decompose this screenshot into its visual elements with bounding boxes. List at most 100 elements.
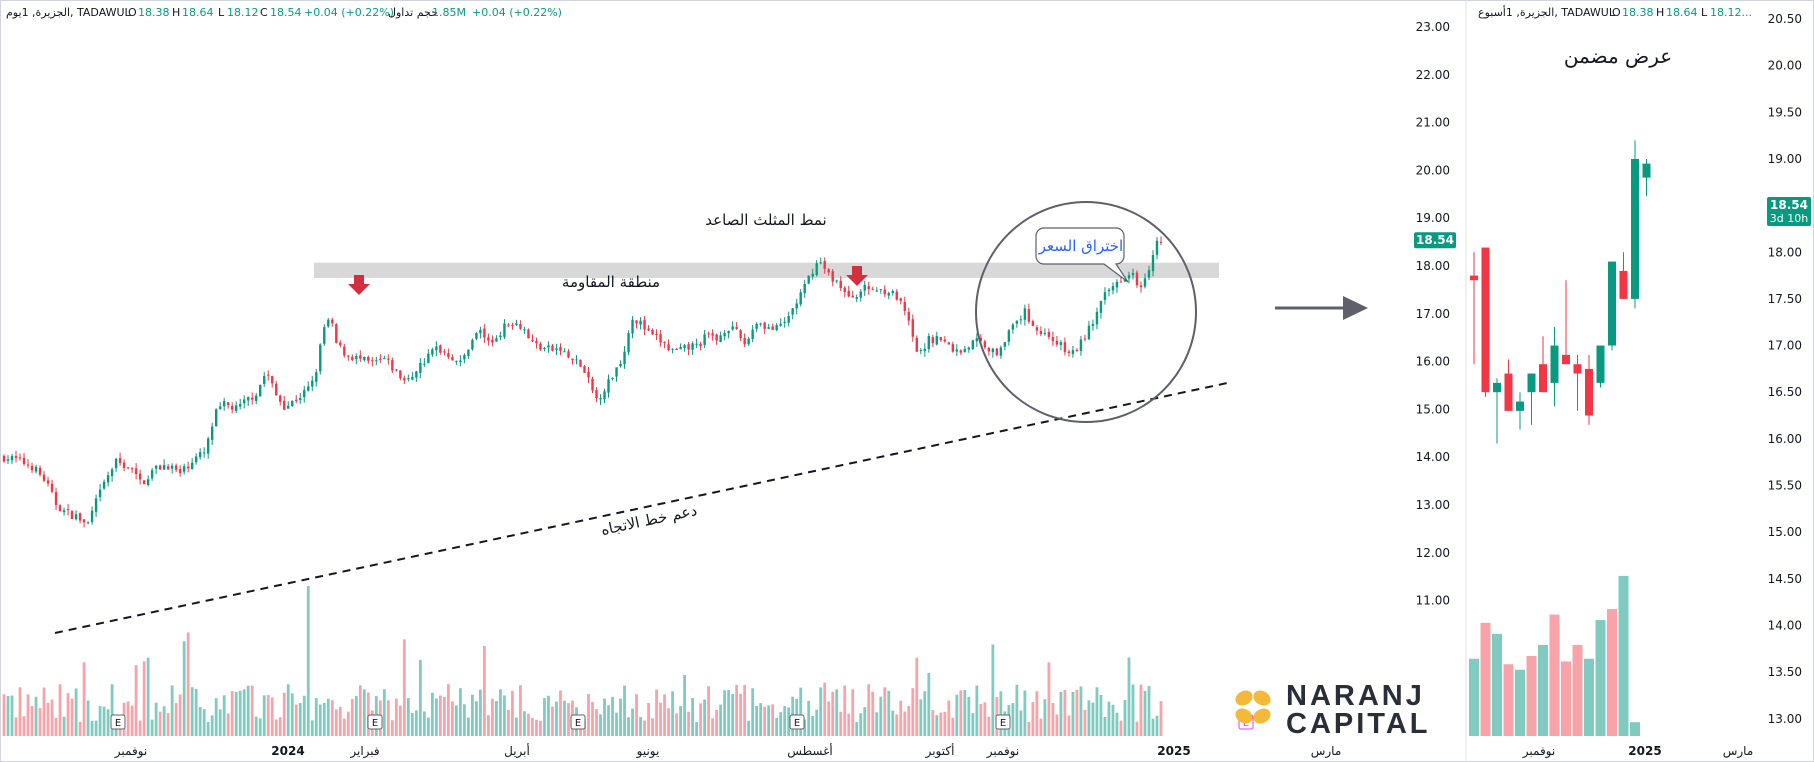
inset-price-tick: 13.50: [1768, 665, 1802, 679]
main-volume-bar: [727, 690, 731, 736]
earnings-marker[interactable]: [110, 714, 126, 730]
inset-candle-body: [1481, 247, 1490, 393]
main-volume-bar: [334, 709, 338, 736]
earnings-marker[interactable]: [995, 714, 1011, 730]
main-candle-body: [271, 376, 274, 384]
main-candle-body: [467, 349, 470, 357]
main-candle-body: [1067, 351, 1071, 354]
main-candle-body: [1055, 340, 1059, 345]
inset-time-tick: مارس: [1723, 744, 1754, 759]
main-volume-bar: [467, 717, 470, 736]
main-candle-body: [963, 348, 967, 353]
main-volume-bar: [166, 713, 170, 736]
main-candle-body: [1111, 286, 1115, 291]
main-candle-body: [46, 480, 50, 484]
main-volume-bar: [38, 708, 42, 736]
main-volume-bar: [1071, 691, 1075, 736]
main-volume-bar: [366, 692, 370, 736]
main-candle-body: [174, 465, 178, 470]
main-candle-body: [1075, 349, 1079, 351]
inset-price-tick: 13.00: [1768, 712, 1802, 726]
main-volume-bar: [78, 721, 82, 736]
main-candle-body: [267, 374, 270, 376]
main-candle-body: [367, 356, 370, 361]
main-volume-bar: [999, 691, 1003, 736]
earnings-marker[interactable]: [570, 714, 586, 730]
inset-volume-bar: [1492, 633, 1502, 736]
main-candle-body: [883, 289, 886, 295]
main-volume-bar: [1059, 691, 1063, 736]
main-volume-bar: [739, 693, 743, 736]
main-candle-body: [415, 371, 418, 378]
main-candle-body: [150, 470, 154, 479]
main-candle-body: [455, 360, 458, 362]
main-candle-body: [767, 327, 770, 329]
main-volume-bar: [631, 708, 634, 736]
main-candle-body: [591, 378, 594, 391]
main-volume-bar: [719, 704, 723, 736]
main-candle-body: [299, 398, 302, 401]
main-volume-bar: [755, 705, 759, 736]
main-candle-body: [303, 390, 306, 398]
main-volume-bar: [751, 688, 755, 736]
main-candle-body: [819, 262, 822, 264]
main-candle-body: [1155, 240, 1159, 255]
main-volume-bar: [338, 706, 342, 736]
main-volume-bar: [691, 698, 694, 736]
main-candle-body: [263, 376, 266, 384]
main-candle-body: [863, 284, 866, 291]
main-volume-bar: [462, 704, 466, 736]
change-value: +0.04 (+0.22%): [304, 6, 394, 19]
main-volume-bar: [1095, 687, 1099, 736]
main-price-tick: 18.00: [1416, 259, 1450, 273]
main-candle-body: [839, 280, 842, 289]
main-candle-body: [939, 337, 943, 341]
main-candle-body: [919, 350, 922, 352]
main-volume-bar: [306, 586, 310, 736]
main-candle-body: [459, 360, 462, 363]
earnings-marker[interactable]: [367, 714, 383, 730]
main-candle-body: [82, 519, 86, 523]
main-volume-bar: [394, 698, 398, 736]
main-volume-bar: [499, 689, 502, 736]
main-candle-body: [283, 400, 286, 410]
main-candle-body: [78, 513, 82, 521]
main-candle-body: [58, 505, 62, 512]
main-volume-bar: [138, 720, 142, 736]
main-volume-bar: [194, 688, 198, 736]
breakout-callout[interactable]: اختراق السعر: [1035, 227, 1129, 283]
main-candle-body: [671, 348, 674, 350]
main-price-tick: 13.00: [1416, 498, 1450, 512]
main-time-tick: فبراير: [349, 744, 379, 759]
earnings-marker[interactable]: [789, 714, 805, 730]
logo-mark: [1235, 690, 1271, 724]
main-candle-body: [895, 291, 898, 300]
main-volume-bar: [759, 703, 763, 736]
main-candle-body: [379, 358, 382, 360]
main-candle-body: [499, 335, 502, 338]
main-candle-body: [335, 324, 338, 343]
main-candle-body: [851, 295, 854, 298]
main-volume-bar: [1083, 709, 1087, 736]
main-candle-body: [719, 335, 722, 342]
main-candle-body: [595, 390, 598, 399]
main-volume-bar: [246, 685, 250, 736]
main-candle-body: [259, 384, 262, 397]
main-volume-bar: [1107, 701, 1111, 736]
inset-price-tick: 16.00: [1768, 432, 1802, 446]
main-volume-bar: [1031, 702, 1035, 736]
main-volume-bar: [446, 684, 450, 736]
main-volume-bar: [1159, 701, 1163, 736]
inset-candle-body: [1550, 345, 1559, 383]
inset-volume-bar: [1630, 722, 1640, 736]
inset-price-tick: 14.50: [1768, 572, 1802, 586]
main-candle-body: [275, 383, 278, 396]
main-volume-bar: [298, 703, 302, 736]
main-volume-bar: [390, 720, 394, 736]
main-volume-bar: [22, 716, 26, 736]
main-volume-bar: [523, 711, 526, 736]
main-candle-body: [623, 351, 626, 365]
main-candle-body: [515, 323, 518, 326]
